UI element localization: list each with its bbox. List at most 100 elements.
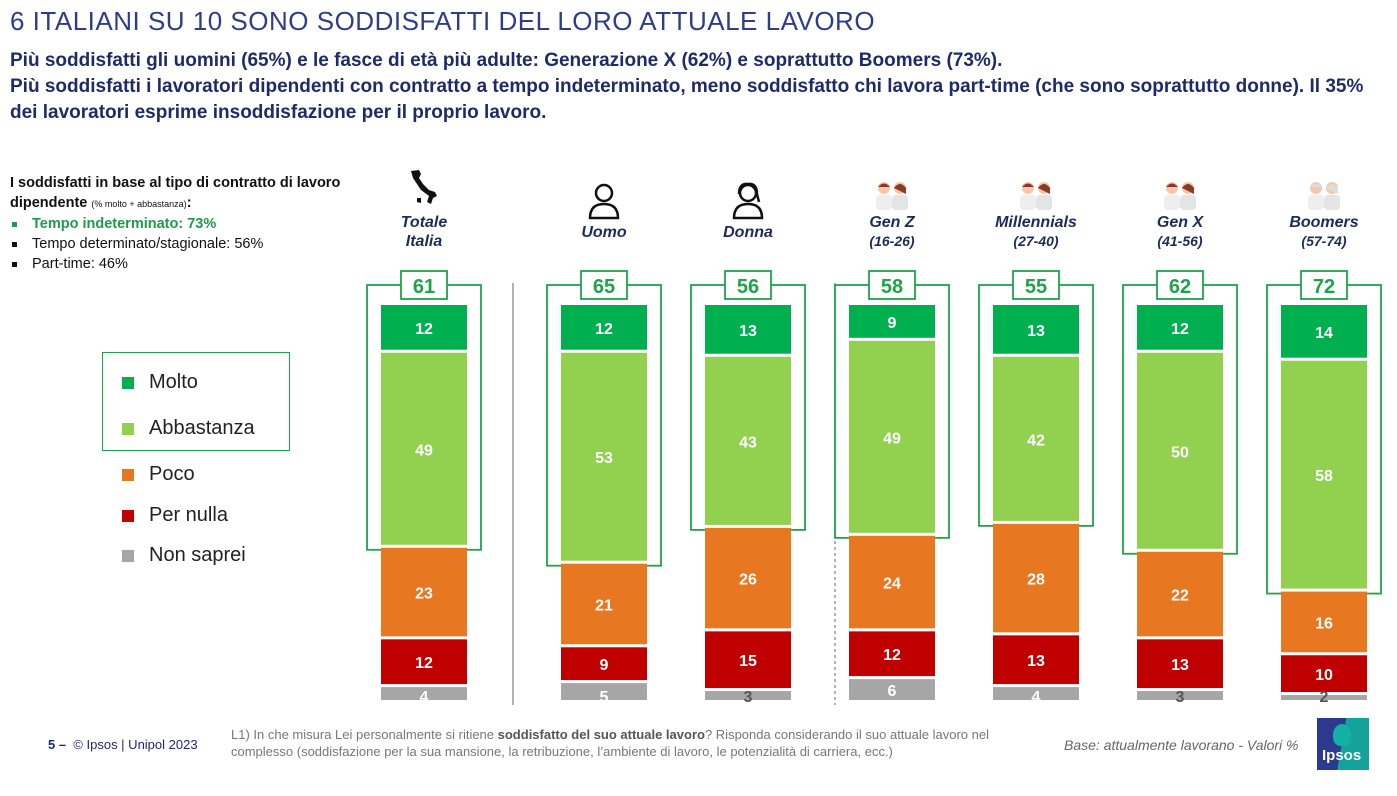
total-label: 61 <box>413 276 435 298</box>
data-label: 12 <box>595 321 613 338</box>
data-label: 13 <box>739 323 757 340</box>
legend-swatch-abbastanza <box>122 422 134 435</box>
bar-segment-abbastanza <box>561 352 647 561</box>
category-label: Gen X (41-56) <box>1115 213 1245 251</box>
category-sub: (16-26) <box>869 233 915 249</box>
data-label: 3 <box>1176 689 1185 706</box>
boomers-couple-icon <box>1284 180 1364 215</box>
contract-heading-note: (% molto + abbastanza) <box>91 199 187 209</box>
category-sub: Italia <box>405 233 443 250</box>
total-label: 72 <box>1313 276 1335 298</box>
legend-label: Per nulla <box>149 504 228 526</box>
bar-segment-abbastanza <box>993 356 1079 521</box>
data-label: 12 <box>415 321 433 338</box>
bar-segment-non-saprei <box>1281 695 1367 700</box>
category-label: Totale Italia <box>359 213 489 251</box>
data-label: 14 <box>1315 325 1333 342</box>
bar-segment-per-nulla <box>561 647 647 681</box>
data-label: 43 <box>739 434 757 451</box>
data-label: 24 <box>883 576 901 593</box>
page-title: 6 ITALIANI SU 10 SONO SODDISFATTI DEL LO… <box>10 6 876 36</box>
contract-item-part-time: Part-time: 46% <box>10 254 350 274</box>
data-label: 15 <box>739 653 757 670</box>
data-label: 13 <box>1171 657 1189 674</box>
subtitle-line-1: Più soddisfatti gli uomini (65%) e le fa… <box>10 50 1003 71</box>
data-label: 2 <box>1320 689 1329 706</box>
bar-segment-abbastanza <box>381 352 467 545</box>
legend-item-abbastanza: Abbastanza <box>122 417 255 440</box>
bar-segment-molto <box>1281 305 1367 358</box>
total-label-box <box>724 270 772 300</box>
total-label-box <box>400 270 448 300</box>
bar-segment-abbastanza <box>1281 360 1367 589</box>
bar-segment-non-saprei <box>1137 691 1223 700</box>
category-label: Gen Z (16-26) <box>827 213 957 251</box>
legend-satisfied-box <box>102 352 290 451</box>
total-label-box <box>1156 270 1204 300</box>
category-sub: (27-40) <box>1013 233 1059 249</box>
data-label: 6 <box>888 683 897 700</box>
category-name: Uomo <box>581 224 627 241</box>
data-label: 9 <box>600 657 609 674</box>
bar-segment-molto <box>705 305 791 354</box>
ipsos-logo: Ipsos <box>1317 718 1369 770</box>
footer-page: 5 – © Ipsos | Unipol 2023 <box>48 737 198 752</box>
category-sub: (57-74) <box>1301 233 1347 249</box>
legend-swatch-molto <box>122 376 134 389</box>
data-label: 4 <box>420 689 429 706</box>
bar-segment-molto <box>849 305 935 338</box>
contract-item-temporary: Tempo determinato/stagionale: 56% <box>10 234 350 254</box>
legend-item-poco: Poco <box>122 463 195 486</box>
data-label: 16 <box>1315 615 1333 632</box>
subtitle-line-2: Più soddisfatti i lavoratori dipendenti … <box>10 76 1364 123</box>
contract-list: Tempo indeterminato: 73% Tempo determina… <box>10 214 350 274</box>
category-label: Donna <box>683 223 813 242</box>
category-name: Donna <box>723 224 773 241</box>
bar-segment-abbastanza <box>705 356 791 525</box>
total-label-box <box>1300 270 1348 300</box>
bar-segment-per-nulla <box>705 631 791 689</box>
data-label: 42 <box>1027 432 1045 449</box>
category-label: Boomers (57-74) <box>1259 213 1389 251</box>
bar-segment-molto <box>561 305 647 350</box>
total-label: 65 <box>593 276 615 298</box>
data-label: 49 <box>415 442 433 459</box>
contract-panel: I soddisfatti in base al tipo di contrat… <box>10 173 350 274</box>
data-label: 53 <box>595 450 613 467</box>
man-icon <box>564 182 644 225</box>
contract-heading-suffix: : <box>186 195 192 211</box>
bar-segment-abbastanza <box>849 340 935 533</box>
legend-item-per-nulla: Per nulla <box>122 504 228 527</box>
footer-question: L1) In che misura Lei personalmente si r… <box>231 726 1011 760</box>
data-label: 26 <box>739 572 757 589</box>
category-sub: (41-56) <box>1157 233 1203 249</box>
legend-item-molto: Molto <box>122 371 198 394</box>
contract-heading-text: I soddisfatti in base al tipo di contrat… <box>10 175 341 211</box>
data-label: 13 <box>1027 323 1045 340</box>
copyright: © Ipsos | Unipol 2023 <box>73 737 198 752</box>
data-label: 58 <box>1315 468 1333 485</box>
data-label: 23 <box>415 586 433 603</box>
data-label: 28 <box>1027 572 1045 589</box>
bar-segment-per-nulla <box>381 639 467 685</box>
data-label: 12 <box>415 655 433 672</box>
bar-segment-molto <box>381 305 467 350</box>
total-label: 62 <box>1169 276 1191 298</box>
question-prefix: L1) In che misura Lei personalmente si r… <box>231 727 498 742</box>
data-label: 12 <box>1171 321 1189 338</box>
data-label: 22 <box>1171 588 1189 605</box>
bar-segment-per-nulla <box>993 635 1079 685</box>
gen-x-couple-icon <box>1140 180 1220 215</box>
data-label: 5 <box>600 689 609 706</box>
bar-segment-poco <box>561 563 647 645</box>
bar-segment-non-saprei <box>561 683 647 700</box>
contract-heading: I soddisfatti in base al tipo di contrat… <box>10 173 350 214</box>
bar-segment-poco <box>993 523 1079 633</box>
data-label: 50 <box>1171 444 1189 461</box>
bar-segment-poco <box>1281 591 1367 653</box>
subtitle: Più soddisfatti gli uomini (65%) e le fa… <box>10 48 1390 126</box>
category-name: Millennials <box>995 214 1077 231</box>
data-label: 12 <box>883 647 901 664</box>
question-bold: soddisfatto del suo attuale lavoro <box>497 727 705 742</box>
